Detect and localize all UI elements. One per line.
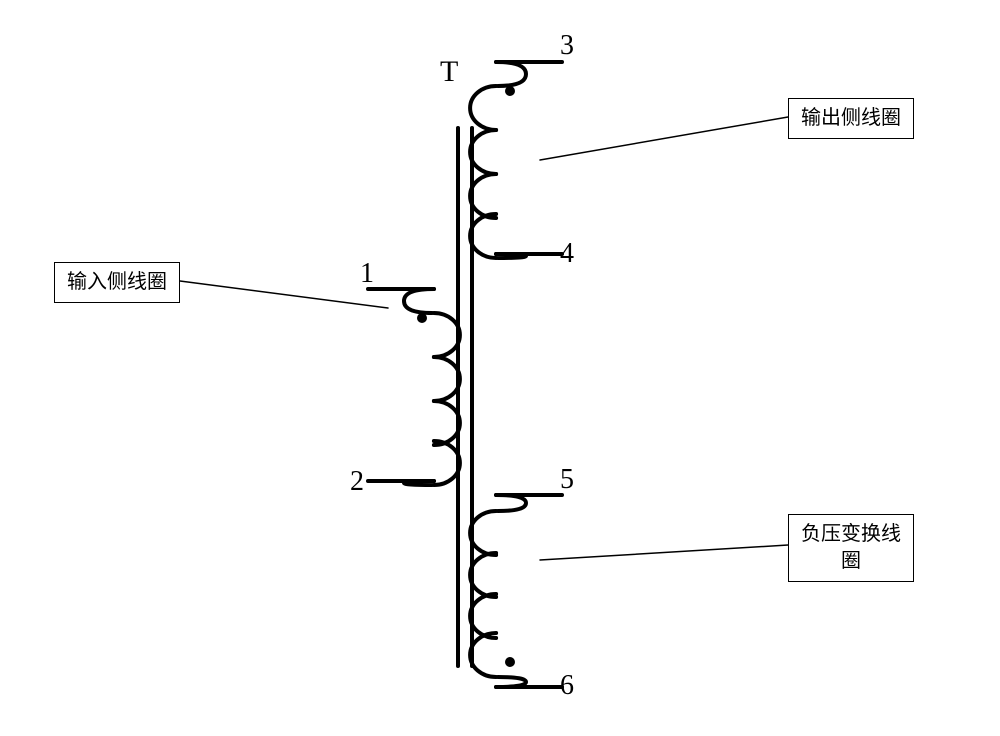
label-input-coil-text: 输入侧线圈 — [67, 271, 167, 293]
label-output-coil-text: 输出侧线圈 — [801, 107, 901, 129]
label-output-coil: 输出侧线圈 — [788, 98, 914, 139]
terminal-1: 1 — [360, 258, 374, 290]
terminal-5: 5 — [560, 464, 574, 496]
terminal-6: 6 — [560, 670, 574, 702]
terminal-2: 2 — [350, 466, 364, 498]
terminal-3: 3 — [560, 30, 574, 62]
label-neg-coil: 负压变换线 圈 — [788, 514, 914, 582]
label-neg-coil-line1: 负压变换线 — [801, 523, 901, 545]
label-input-coil: 输入侧线圈 — [54, 262, 180, 303]
label-neg-coil-line2: 圈 — [841, 550, 861, 572]
transformer-diagram: 输入侧线圈 输出侧线圈 负压变换线 圈 T 1 2 3 4 5 6 — [0, 0, 1000, 736]
terminal-4: 4 — [560, 238, 574, 270]
transformer-designator: T — [440, 55, 458, 89]
